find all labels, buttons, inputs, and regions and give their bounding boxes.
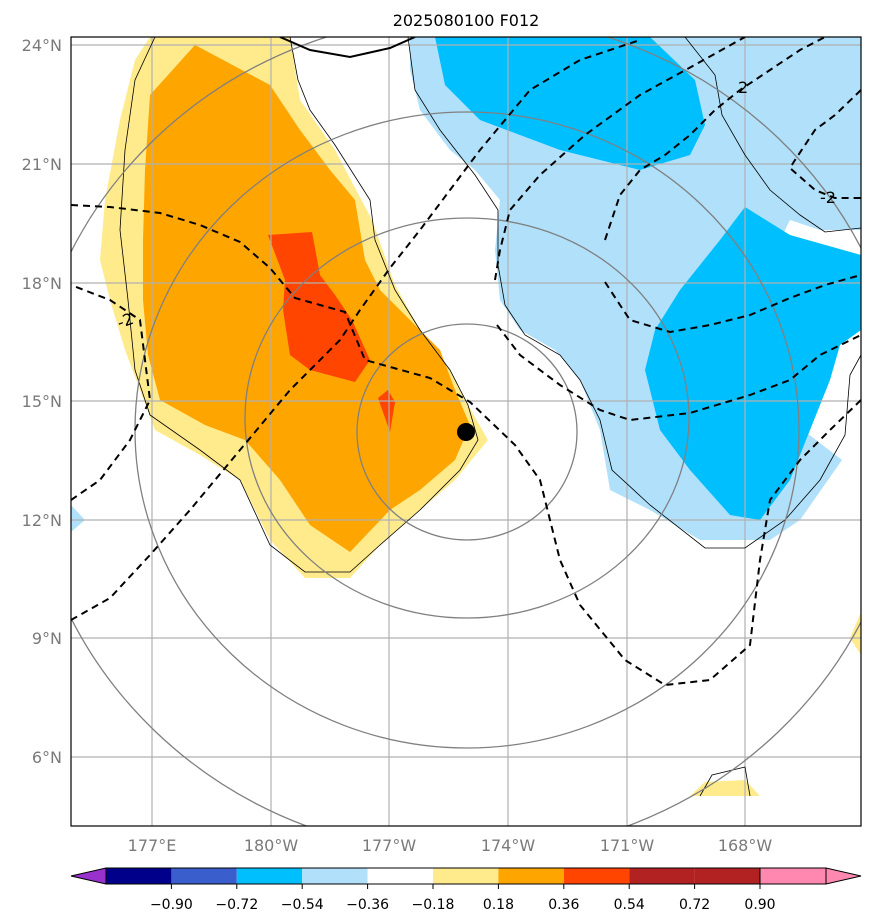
dashed-contours — [71, 37, 861, 687]
colorbar: −0.90 −0.72 −0.54 −0.36 −0.18 0.18 0.36 … — [70, 867, 862, 913]
colorbar-tick: −0.72 — [215, 897, 258, 913]
colorbar-segment — [629, 868, 695, 884]
latitude-labels: 24°N 21°N 18°N 15°N 12°N 9°N 6°N — [22, 36, 62, 767]
lon-label: 180°W — [244, 836, 299, 855]
colorbar-tick: −0.18 — [412, 897, 455, 913]
colorbar-segment — [563, 868, 630, 884]
shade-blue-east — [645, 207, 861, 520]
shade-blue-north — [435, 37, 705, 170]
lon-label: 177°W — [362, 836, 417, 855]
colorbar-frame — [105, 867, 827, 885]
solid-contour-top — [279, 37, 416, 59]
colorbar-segment — [694, 868, 760, 884]
contour-label-2: -2 — [820, 188, 836, 207]
lat-label: 6°N — [32, 748, 62, 767]
lat-label: 9°N — [32, 629, 62, 648]
lon-label: 174°W — [481, 836, 536, 855]
contour-label-1: 2 — [738, 78, 748, 97]
map-title: 2025080100 F012 — [393, 11, 540, 30]
lat-label: 24°N — [22, 36, 62, 55]
colorbar-segment — [236, 868, 303, 884]
colorbar-segment — [171, 868, 237, 884]
map-plot-area: 2 -2 -2 — [71, 37, 861, 826]
storm-center-marker[interactable] — [457, 423, 475, 441]
colorbar-tick: 0.36 — [548, 897, 579, 913]
lat-label: 18°N — [22, 274, 62, 293]
colorbar-extend-low — [70, 867, 107, 885]
colorbar-tick: 0.90 — [744, 897, 775, 913]
shade-red-west — [268, 232, 370, 382]
colorbar-tick: 0.54 — [614, 897, 645, 913]
colorbar-segment — [498, 868, 564, 884]
colorbar-tick: 0.72 — [679, 897, 710, 913]
lon-label: 168°W — [718, 836, 773, 855]
shade-yellow-southeast — [690, 780, 760, 796]
colorbar-extend-high — [759, 867, 862, 885]
lat-label: 12°N — [22, 511, 62, 530]
colorbar-segment — [302, 868, 368, 884]
contour-label-3: -2 — [115, 309, 136, 332]
colorbar-segment — [106, 868, 172, 884]
anomaly-outline-contours — [119, 37, 861, 797]
lat-label: 15°N — [22, 392, 62, 411]
colorbar-tick: −0.54 — [281, 897, 324, 913]
map-frame — [70, 36, 862, 827]
lon-label: 177°E — [128, 836, 177, 855]
colorbar-tick: −0.36 — [346, 897, 389, 913]
lon-label: 171°W — [600, 836, 655, 855]
colorbar-segment — [433, 868, 499, 884]
lat-label: 21°N — [22, 155, 62, 174]
colorbar-tick: −0.90 — [150, 897, 193, 913]
colorbar-segment — [367, 868, 433, 884]
shade-blue-edge — [71, 505, 85, 532]
longitude-labels: 177°E 180°W 177°W 174°W 171°W 168°W — [128, 836, 773, 855]
colorbar-tick: 0.18 — [483, 897, 514, 913]
